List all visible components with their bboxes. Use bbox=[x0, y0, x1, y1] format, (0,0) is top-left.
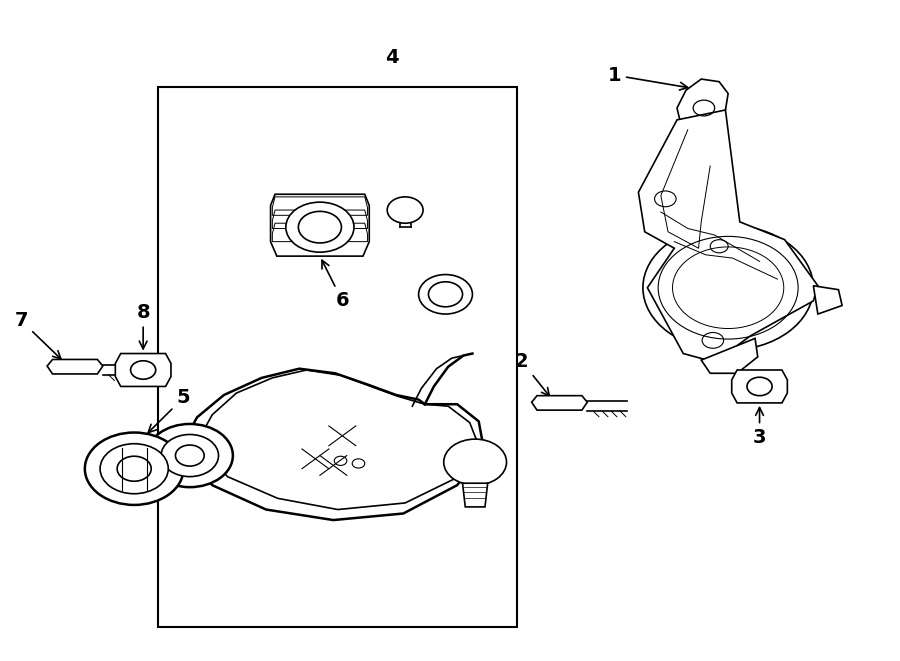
Text: 5: 5 bbox=[148, 388, 190, 432]
Polygon shape bbox=[463, 483, 488, 507]
Text: 6: 6 bbox=[322, 260, 349, 311]
Text: 2: 2 bbox=[515, 352, 549, 396]
Circle shape bbox=[444, 439, 507, 485]
Circle shape bbox=[418, 274, 472, 314]
Polygon shape bbox=[814, 286, 842, 314]
Polygon shape bbox=[732, 370, 788, 403]
Polygon shape bbox=[638, 110, 818, 362]
Circle shape bbox=[85, 432, 184, 505]
Polygon shape bbox=[532, 396, 588, 410]
Text: 7: 7 bbox=[14, 311, 61, 359]
Text: 8: 8 bbox=[136, 303, 150, 349]
Circle shape bbox=[161, 434, 219, 477]
Circle shape bbox=[387, 197, 423, 223]
Circle shape bbox=[147, 424, 233, 487]
Circle shape bbox=[117, 456, 151, 481]
Polygon shape bbox=[115, 354, 171, 387]
Text: 4: 4 bbox=[385, 48, 399, 67]
Circle shape bbox=[100, 444, 168, 494]
Circle shape bbox=[286, 202, 354, 253]
Text: 3: 3 bbox=[752, 408, 766, 447]
Text: 1: 1 bbox=[608, 65, 688, 90]
Polygon shape bbox=[47, 360, 103, 374]
Polygon shape bbox=[677, 79, 728, 132]
Polygon shape bbox=[271, 194, 369, 256]
Polygon shape bbox=[701, 338, 758, 373]
Circle shape bbox=[643, 225, 814, 350]
Bar bbox=[158, 87, 518, 627]
